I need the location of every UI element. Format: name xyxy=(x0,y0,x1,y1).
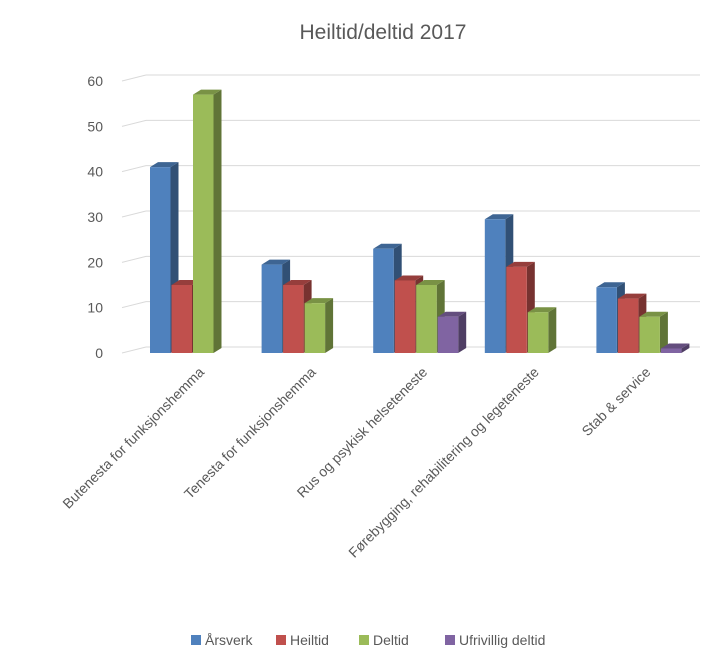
bar-top xyxy=(150,162,179,168)
legend-swatch xyxy=(445,635,455,645)
bar-top xyxy=(304,298,334,304)
bar-top xyxy=(193,89,222,95)
bar-front xyxy=(150,167,171,353)
bar-top xyxy=(437,311,467,317)
bar-front xyxy=(193,94,214,353)
y-tick-label: 50 xyxy=(87,118,103,134)
category-label: Tenesta for funksjonshemma xyxy=(181,364,319,502)
bar-top xyxy=(484,214,514,220)
bar-front xyxy=(506,266,527,353)
y-tick-label: 10 xyxy=(87,300,103,316)
legend-swatch xyxy=(359,635,369,645)
bar-front xyxy=(639,316,660,353)
bar-front xyxy=(437,316,459,353)
bar xyxy=(193,89,222,353)
bar-top xyxy=(171,280,200,285)
bar-front xyxy=(283,285,304,353)
legend-item: Heiltid xyxy=(276,632,329,648)
gridline-side-30 xyxy=(121,210,147,218)
bar-top xyxy=(261,259,291,265)
legend-label: Deltid xyxy=(373,632,409,648)
bar-top xyxy=(660,343,690,349)
chart-title: Heiltid/deltid 2017 xyxy=(300,21,467,44)
y-tick-label: 0 xyxy=(95,345,103,361)
bar-front xyxy=(261,264,283,353)
bar xyxy=(527,307,557,353)
bar-top xyxy=(373,243,402,249)
bars xyxy=(150,89,690,353)
y-axis-ticks: 0 10 20 30 40 50 60 xyxy=(87,73,103,361)
bar-top xyxy=(416,280,445,285)
legend-swatch xyxy=(191,635,201,645)
bar-top xyxy=(596,282,625,288)
bar-top xyxy=(639,311,668,317)
bar-side xyxy=(213,89,222,353)
legend: Årsverk Heiltid Deltid Ufrivillig deltid xyxy=(191,632,545,648)
bar-top xyxy=(283,280,312,285)
bar-front xyxy=(394,280,416,353)
legend-item: Ufrivillig deltid xyxy=(445,632,545,648)
bar-top xyxy=(506,261,535,267)
bar xyxy=(437,311,467,353)
bar-front xyxy=(373,248,394,353)
legend-label: Årsverk xyxy=(205,632,253,648)
bar-top xyxy=(394,275,424,281)
gridline-side-60 xyxy=(121,74,147,82)
y-tick-label: 40 xyxy=(87,164,103,180)
legend-item: Deltid xyxy=(359,632,409,648)
category-label: Stab & service xyxy=(578,364,653,439)
bar-front xyxy=(596,287,617,353)
gridline-side-50 xyxy=(121,119,147,127)
bar xyxy=(304,298,334,353)
y-tick-label: 30 xyxy=(87,209,103,225)
bar-front xyxy=(304,303,326,353)
bar-front xyxy=(484,219,506,353)
bar-front xyxy=(527,312,549,353)
bar-front xyxy=(617,298,639,353)
bar-front xyxy=(416,285,437,353)
bar xyxy=(639,311,668,353)
bar-top xyxy=(617,293,647,299)
legend-label: Heiltid xyxy=(290,632,329,648)
gridline-side-20 xyxy=(121,255,147,263)
legend-swatch xyxy=(276,635,286,645)
gridline-side-0 xyxy=(121,346,147,354)
bar-top xyxy=(527,307,557,313)
y-tick-label: 20 xyxy=(87,254,103,270)
bar-side xyxy=(458,311,467,353)
legend-item: Årsverk xyxy=(191,632,253,648)
bar-side xyxy=(659,311,668,353)
gridline-side-40 xyxy=(121,165,147,173)
bar-front xyxy=(660,348,682,353)
legend-label: Ufrivillig deltid xyxy=(459,632,545,648)
bar-side xyxy=(325,298,334,353)
gridlines xyxy=(121,74,700,354)
y-tick-label: 60 xyxy=(87,73,103,89)
bar-side xyxy=(681,343,690,353)
category-label: Rus og psykisk helseteneste xyxy=(294,364,431,501)
gridline-side-10 xyxy=(121,301,147,309)
bar-front xyxy=(171,285,192,353)
bar-side xyxy=(548,307,557,353)
bar xyxy=(660,343,690,353)
category-label: Førebygging, rehabilitering og legetenes… xyxy=(345,364,542,561)
